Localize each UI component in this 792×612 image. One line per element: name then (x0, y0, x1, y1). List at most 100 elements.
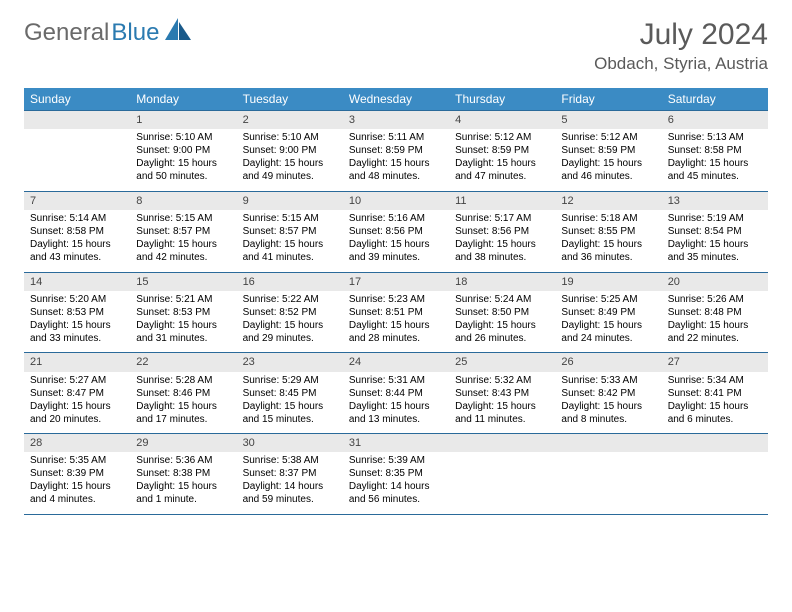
day-detail-line: Sunset: 8:38 PM (136, 467, 230, 480)
day-detail-line: Sunset: 8:41 PM (668, 387, 762, 400)
day-data-cell (662, 452, 768, 514)
day-number-cell: 16 (237, 272, 343, 291)
day-detail-line: Sunrise: 5:35 AM (30, 454, 124, 467)
day-detail-line: Sunrise: 5:17 AM (455, 212, 549, 225)
weekday-header: Tuesday (237, 88, 343, 111)
day-detail-line: and 15 minutes. (243, 413, 337, 426)
weekday-header-row: Sunday Monday Tuesday Wednesday Thursday… (24, 88, 768, 111)
day-detail-line: Sunset: 8:47 PM (30, 387, 124, 400)
day-detail-line: Sunrise: 5:34 AM (668, 374, 762, 387)
day-number-cell: 9 (237, 191, 343, 210)
day-number-cell: 3 (343, 111, 449, 130)
day-data-row: Sunrise: 5:20 AMSunset: 8:53 PMDaylight:… (24, 291, 768, 353)
day-detail-line: Sunrise: 5:38 AM (243, 454, 337, 467)
day-detail-line: Daylight: 15 hours (243, 157, 337, 170)
logo-text-general: General (24, 19, 109, 47)
day-number-cell: 21 (24, 353, 130, 372)
day-detail-line: and 22 minutes. (668, 332, 762, 345)
day-data-cell: Sunrise: 5:10 AMSunset: 9:00 PMDaylight:… (237, 129, 343, 191)
day-detail-line: and 38 minutes. (455, 251, 549, 264)
day-detail-line: Sunset: 8:51 PM (349, 306, 443, 319)
day-detail-line: and 45 minutes. (668, 170, 762, 183)
logo-text-blue: Blue (111, 19, 159, 47)
day-number-cell: 11 (449, 191, 555, 210)
day-detail-line: and 41 minutes. (243, 251, 337, 264)
day-detail-line: Sunset: 9:00 PM (136, 144, 230, 157)
day-data-cell: Sunrise: 5:13 AMSunset: 8:58 PMDaylight:… (662, 129, 768, 191)
day-detail-line: and 47 minutes. (455, 170, 549, 183)
day-data-cell: Sunrise: 5:19 AMSunset: 8:54 PMDaylight:… (662, 210, 768, 272)
day-detail-line: Daylight: 15 hours (30, 400, 124, 413)
day-detail-line: and 26 minutes. (455, 332, 549, 345)
day-detail-line: Daylight: 15 hours (455, 157, 549, 170)
day-detail-line: Sunrise: 5:10 AM (243, 131, 337, 144)
day-detail-line: Daylight: 15 hours (668, 157, 762, 170)
day-data-cell: Sunrise: 5:15 AMSunset: 8:57 PMDaylight:… (130, 210, 236, 272)
day-number-cell: 19 (555, 272, 661, 291)
weekday-header: Friday (555, 88, 661, 111)
calendar-page: GeneralBlue July 2024 Obdach, Styria, Au… (0, 0, 792, 515)
day-number-cell: 1 (130, 111, 236, 130)
day-data-cell: Sunrise: 5:29 AMSunset: 8:45 PMDaylight:… (237, 372, 343, 434)
day-detail-line: Sunrise: 5:13 AM (668, 131, 762, 144)
day-data-cell: Sunrise: 5:10 AMSunset: 9:00 PMDaylight:… (130, 129, 236, 191)
day-detail-line: Sunset: 8:59 PM (455, 144, 549, 157)
day-number-cell: 28 (24, 434, 130, 453)
day-detail-line: Sunset: 8:55 PM (561, 225, 655, 238)
day-detail-line: Sunrise: 5:31 AM (349, 374, 443, 387)
day-number-cell: 2 (237, 111, 343, 130)
day-number-cell: 7 (24, 191, 130, 210)
day-detail-line: Daylight: 15 hours (668, 238, 762, 251)
day-data-cell: Sunrise: 5:38 AMSunset: 8:37 PMDaylight:… (237, 452, 343, 514)
day-detail-line: Daylight: 14 hours (243, 480, 337, 493)
day-data-cell: Sunrise: 5:21 AMSunset: 8:53 PMDaylight:… (130, 291, 236, 353)
weekday-header: Saturday (662, 88, 768, 111)
day-detail-line: and 46 minutes. (561, 170, 655, 183)
day-data-cell: Sunrise: 5:20 AMSunset: 8:53 PMDaylight:… (24, 291, 130, 353)
day-detail-line: and 13 minutes. (349, 413, 443, 426)
day-number-cell: 6 (662, 111, 768, 130)
day-data-cell (449, 452, 555, 514)
day-detail-line: Sunset: 8:37 PM (243, 467, 337, 480)
day-detail-line: and 36 minutes. (561, 251, 655, 264)
day-number-cell: 27 (662, 353, 768, 372)
day-data-cell: Sunrise: 5:33 AMSunset: 8:42 PMDaylight:… (555, 372, 661, 434)
day-detail-line: and 8 minutes. (561, 413, 655, 426)
day-detail-line: Sunset: 8:49 PM (561, 306, 655, 319)
day-detail-line: Daylight: 15 hours (136, 319, 230, 332)
day-number-cell: 31 (343, 434, 449, 453)
day-detail-line: Sunrise: 5:32 AM (455, 374, 549, 387)
day-detail-line: Sunrise: 5:12 AM (561, 131, 655, 144)
day-data-cell (24, 129, 130, 191)
day-detail-line: Daylight: 15 hours (455, 238, 549, 251)
day-detail-line: Sunrise: 5:10 AM (136, 131, 230, 144)
day-detail-line: Daylight: 15 hours (30, 238, 124, 251)
day-detail-line: Daylight: 15 hours (455, 319, 549, 332)
day-detail-line: Sunrise: 5:24 AM (455, 293, 549, 306)
day-detail-line: Daylight: 15 hours (243, 319, 337, 332)
day-detail-line: Sunrise: 5:23 AM (349, 293, 443, 306)
day-detail-line: Daylight: 15 hours (136, 400, 230, 413)
day-data-cell: Sunrise: 5:18 AMSunset: 8:55 PMDaylight:… (555, 210, 661, 272)
day-detail-line: Sunrise: 5:18 AM (561, 212, 655, 225)
day-number-cell (24, 111, 130, 130)
day-detail-line: Sunrise: 5:25 AM (561, 293, 655, 306)
day-data-cell: Sunrise: 5:11 AMSunset: 8:59 PMDaylight:… (343, 129, 449, 191)
day-detail-line: and 35 minutes. (668, 251, 762, 264)
day-detail-line: Sunrise: 5:28 AM (136, 374, 230, 387)
day-detail-line: Sunset: 8:53 PM (30, 306, 124, 319)
day-number-cell: 23 (237, 353, 343, 372)
day-detail-line: Sunset: 8:43 PM (455, 387, 549, 400)
daynum-row: 14151617181920 (24, 272, 768, 291)
day-detail-line: Daylight: 15 hours (136, 238, 230, 251)
day-detail-line: Sunrise: 5:26 AM (668, 293, 762, 306)
title-block: July 2024 Obdach, Styria, Austria (594, 18, 768, 74)
day-detail-line: Sunrise: 5:15 AM (136, 212, 230, 225)
day-number-cell: 24 (343, 353, 449, 372)
day-detail-line: Sunset: 8:59 PM (349, 144, 443, 157)
day-detail-line: Sunrise: 5:21 AM (136, 293, 230, 306)
day-number-cell: 15 (130, 272, 236, 291)
day-detail-line: and 24 minutes. (561, 332, 655, 345)
day-detail-line: and 48 minutes. (349, 170, 443, 183)
day-detail-line: Sunrise: 5:12 AM (455, 131, 549, 144)
